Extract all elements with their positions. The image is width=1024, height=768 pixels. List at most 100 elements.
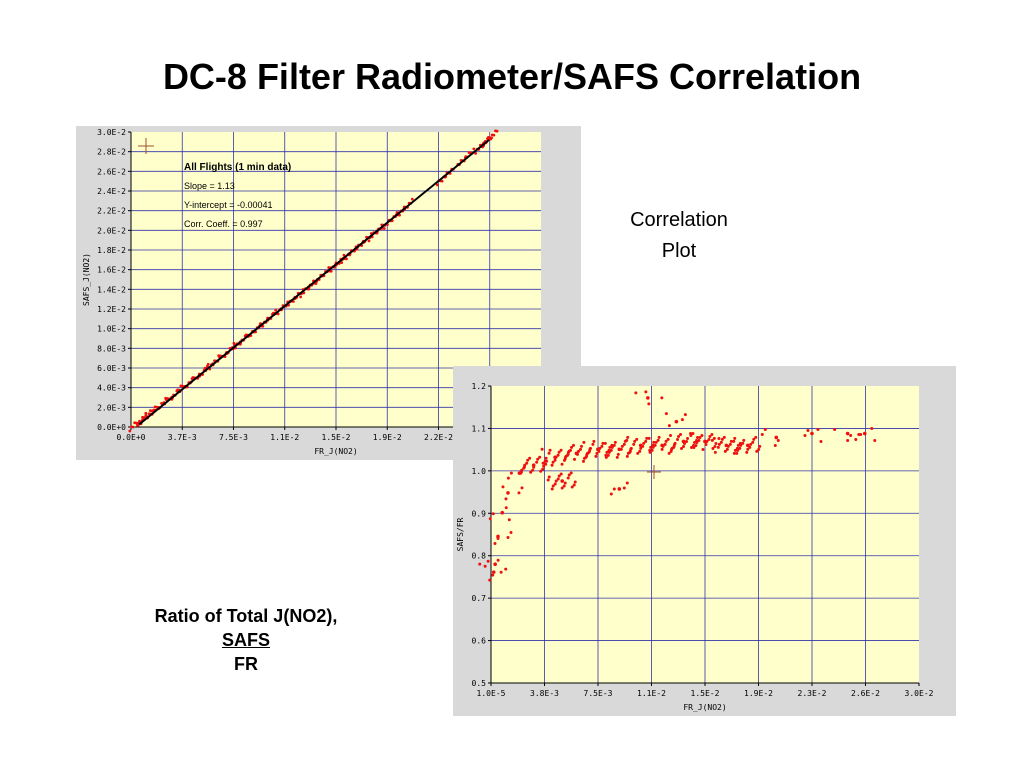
data-point-dot — [692, 445, 696, 449]
data-point-dot — [733, 448, 737, 452]
y-tick-label: 3.0E-2 — [97, 128, 126, 137]
data-point-dot — [531, 468, 535, 472]
data-point-dot — [816, 428, 820, 432]
data-point-dot — [604, 455, 608, 459]
data-point-dot — [862, 431, 867, 436]
data-point-dot — [491, 512, 495, 516]
data-point-dot — [541, 461, 545, 465]
data-point-dot — [472, 147, 476, 151]
data-point-dot — [628, 450, 632, 454]
data-point-dot — [849, 434, 853, 438]
y-tick-label: 0.0E+0 — [97, 423, 126, 432]
y-tick-label: 1.0E-2 — [97, 325, 126, 334]
data-point-dot — [551, 460, 555, 464]
data-point-dot — [833, 428, 837, 432]
data-point-dot — [728, 442, 732, 446]
y-tick-label: 1.2 — [472, 382, 487, 391]
data-point-dot — [547, 451, 551, 455]
data-point-dot — [707, 437, 711, 441]
data-point-dot — [435, 183, 439, 187]
data-point-dot — [594, 454, 598, 458]
data-point-dot — [636, 451, 640, 455]
data-point-dot — [572, 457, 576, 461]
y-tick-label: 0.8 — [472, 552, 487, 561]
data-point-dot — [612, 443, 616, 447]
x-tick-label: 7.5E-3 — [219, 433, 248, 442]
data-point-dot — [499, 570, 503, 574]
data-point-dot — [738, 446, 742, 450]
x-tick-label: 1.1E-2 — [637, 689, 666, 698]
data-point-dot — [754, 435, 758, 439]
data-point-dot — [531, 463, 536, 467]
data-point-dot — [679, 432, 683, 436]
data-point-dot — [713, 444, 717, 448]
data-point-dot — [591, 442, 595, 446]
data-point-dot — [751, 440, 755, 444]
y-tick-label: 2.0E-3 — [97, 403, 126, 412]
data-point-dot — [694, 443, 698, 447]
data-point-dot — [647, 436, 651, 440]
data-point-dot — [551, 484, 555, 488]
x-axis-title: FR_J(NO2) — [683, 703, 726, 712]
data-point-dot — [620, 444, 624, 448]
data-point-dot — [716, 445, 720, 449]
data-point-dot — [610, 445, 614, 449]
data-point-dot — [504, 497, 508, 501]
data-point-dot — [142, 416, 146, 419]
x-tick-label: 1.0E-5 — [477, 689, 506, 698]
data-point-dot — [712, 436, 716, 440]
data-point-dot — [664, 439, 668, 443]
data-point-dot — [478, 562, 482, 566]
data-point-dot — [724, 443, 729, 448]
data-point — [540, 447, 571, 467]
data-point-dot — [774, 435, 779, 440]
data-point-dot — [520, 486, 524, 490]
x-tick-label: 1.1E-2 — [270, 433, 299, 442]
data-point-dot — [713, 450, 717, 454]
data-point-dot — [606, 453, 610, 457]
data-point-dot — [714, 441, 718, 445]
data-point-dot — [626, 435, 630, 439]
data-point-dot — [491, 573, 495, 577]
data-point-dot — [680, 418, 684, 422]
data-point-dot — [635, 437, 639, 441]
data-point-dot — [553, 482, 557, 486]
data-point-dot — [544, 456, 548, 460]
data-point-dot — [553, 458, 557, 462]
data-point-dot — [585, 452, 589, 456]
data-point — [488, 506, 511, 522]
data-point-dot — [700, 433, 704, 437]
data-point-dot — [649, 445, 653, 449]
y-tick-label: 1.1 — [472, 424, 487, 433]
data-point-dot — [742, 438, 746, 442]
data-point-dot — [676, 437, 680, 441]
data-point-dot — [488, 578, 492, 582]
data-point — [483, 558, 503, 574]
data-point-dot — [299, 295, 303, 299]
y-tick-label: 0.7 — [472, 594, 487, 603]
data-point-dot — [752, 437, 756, 441]
data-point-dot — [486, 559, 490, 563]
data-point-dot — [206, 362, 210, 366]
data-point-dot — [367, 239, 371, 243]
data-point-dot — [609, 448, 613, 452]
data-point-dot — [507, 518, 511, 522]
data-point-dot — [496, 558, 500, 562]
data-point-dot — [504, 567, 508, 571]
data-point — [669, 431, 700, 451]
y-tick-label: 2.2E-2 — [97, 207, 126, 216]
data-point-dot — [660, 447, 664, 451]
data-point-dot — [500, 510, 505, 515]
data-point-dot — [689, 433, 693, 437]
data-point-dot — [579, 444, 583, 448]
data-point-dot — [683, 413, 687, 417]
data-point — [689, 431, 721, 451]
data-point-dot — [617, 487, 622, 491]
x-tick-label: 1.5E-2 — [322, 433, 351, 442]
data-point-dot — [495, 129, 499, 133]
data-point-dot — [667, 451, 671, 455]
data-point-dot — [506, 491, 510, 495]
data-point-dot — [773, 443, 777, 447]
data-point-dot — [596, 447, 600, 452]
data-point-dot — [144, 411, 148, 415]
